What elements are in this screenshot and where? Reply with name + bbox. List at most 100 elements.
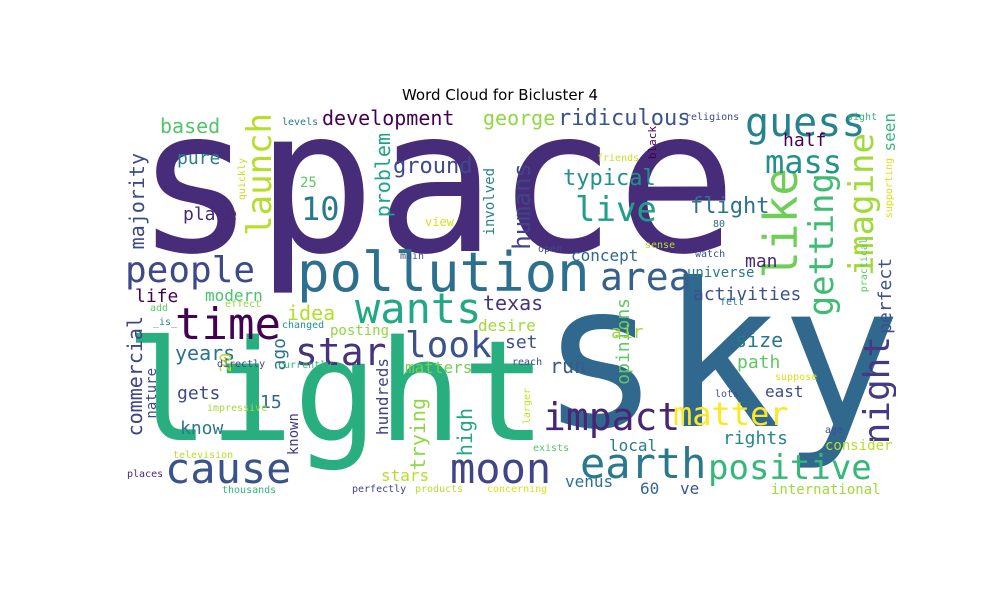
word-pure: pure	[177, 148, 221, 169]
word-products: products	[415, 484, 464, 495]
word-light: light	[125, 311, 547, 474]
word-venus: venus	[565, 472, 614, 491]
word-80: 80	[713, 219, 726, 230]
word-felt: felt	[720, 297, 745, 308]
word-involved: involved	[482, 168, 498, 236]
word-sky: sky	[540, 241, 896, 474]
word-directly: directly	[217, 359, 266, 370]
word-10: 10	[301, 190, 340, 228]
word-look: look	[405, 325, 492, 366]
word-space: space	[135, 108, 738, 299]
word-exists: exists	[533, 443, 570, 454]
word-majority: majority	[125, 153, 149, 250]
word-effect: effect	[225, 299, 262, 310]
word-people: people	[125, 250, 256, 291]
word-friends: friends	[597, 153, 640, 164]
word-impressive: impressive	[207, 403, 268, 414]
word-know: know	[180, 418, 224, 439]
word-guess: guess	[745, 108, 866, 146]
word-ve: ve	[680, 479, 700, 498]
word-george: george	[483, 108, 556, 130]
word-places: places	[127, 469, 164, 480]
word-launch: launch	[240, 113, 280, 236]
word-view: view	[425, 215, 454, 229]
word-watch: watch	[695, 249, 726, 260]
chart-title: Word Cloud for Bicluster 4	[401, 86, 599, 104]
word-stars: stars	[381, 466, 430, 485]
word-problem: problem	[371, 133, 395, 218]
word-ground: ground	[393, 154, 473, 179]
word-matters: matters	[405, 358, 473, 377]
word-east: east	[765, 382, 804, 401]
word-idea: idea	[287, 301, 336, 325]
word-life: life	[135, 286, 179, 307]
word-25: 25	[300, 175, 317, 191]
word-cloud: space sky light pollution time cause moo…	[125, 108, 896, 499]
word-changed: changed	[282, 320, 325, 331]
word-is: _is_	[153, 317, 178, 328]
word-trying: trying	[406, 398, 430, 471]
word-rights: rights	[723, 428, 789, 449]
word-impact: impact	[543, 395, 681, 439]
word-concept: concept	[571, 246, 639, 265]
word-currently: currently	[278, 360, 333, 371]
word-time: time	[175, 299, 281, 350]
word-based: based	[160, 114, 221, 138]
word-activities: activities	[693, 284, 802, 305]
word-larger: larger	[522, 388, 533, 425]
word-hundreds: hundreds	[373, 358, 392, 436]
word-known: known	[286, 413, 302, 456]
word-man: man	[745, 251, 778, 272]
word-age: age	[825, 425, 844, 436]
word-local: local	[609, 436, 658, 455]
word-place: place	[183, 204, 238, 225]
word-set: set	[505, 332, 538, 353]
word-mass: mass	[765, 143, 843, 181]
word-sense: sense	[645, 240, 676, 251]
word-add: add	[150, 303, 169, 314]
word-60: 60	[640, 479, 660, 498]
word-religions: religions	[685, 112, 740, 123]
word-lots: lots	[715, 389, 740, 400]
word-universe: universe	[687, 265, 755, 281]
word-humans: humans	[508, 163, 536, 250]
word-texas: texas	[483, 291, 544, 315]
word-seen: seen	[880, 113, 896, 152]
word-getting: getting	[802, 173, 842, 317]
word-sight: sight	[847, 112, 878, 123]
word-black: black	[646, 126, 659, 160]
word-star: star	[295, 330, 387, 374]
word-live: live	[575, 190, 657, 230]
word-open: open	[538, 244, 563, 255]
word-television: television	[173, 450, 234, 461]
word-size: size	[735, 328, 784, 352]
word-perfectly: perfectly	[352, 484, 407, 495]
word-development: development	[322, 108, 455, 130]
word-main: main	[400, 251, 425, 262]
word-thousands: thousands	[222, 485, 277, 496]
word-run: run	[550, 354, 587, 378]
word-concerning: concerning	[487, 484, 548, 495]
word-desire: desire	[478, 316, 536, 335]
word-years: years	[175, 341, 236, 365]
word-earth: earth	[580, 439, 707, 488]
word-half: half	[783, 130, 827, 151]
word-supporting: supporting	[884, 158, 895, 219]
word-path: path	[737, 352, 781, 373]
word-night: night	[857, 336, 896, 445]
word-positive: positive	[708, 448, 872, 488]
word-moon: moon	[450, 444, 552, 493]
word-matter: matter	[673, 395, 789, 433]
word-nature: nature	[144, 368, 160, 419]
word-air: air	[611, 322, 644, 343]
word-international: international	[771, 482, 881, 498]
word-cause: cause	[165, 444, 292, 493]
word-perfect: perfect	[875, 258, 896, 334]
word-reach: reach	[512, 357, 543, 368]
word-suppose: suppose	[775, 372, 818, 383]
word-posting: posting	[330, 323, 390, 339]
word-modern: modern	[205, 286, 263, 305]
word-wants: wants	[355, 284, 482, 333]
word-high: high	[453, 408, 477, 457]
word-levels: levels	[282, 117, 319, 128]
